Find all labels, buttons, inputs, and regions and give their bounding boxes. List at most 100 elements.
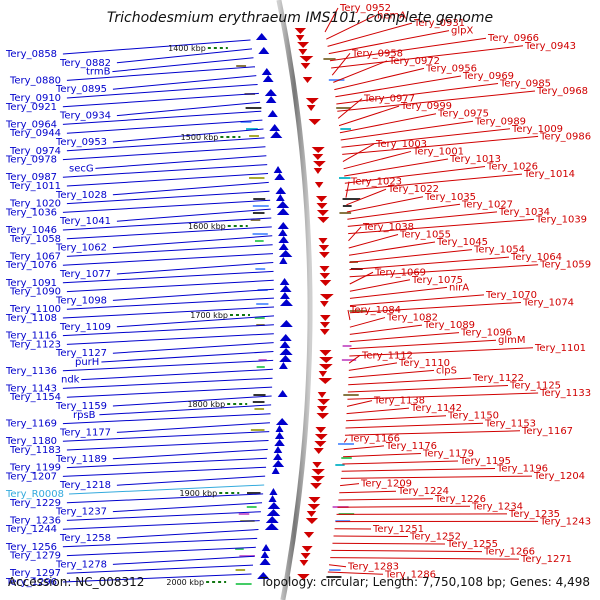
left-gene-label: Tery_1041 [59, 216, 111, 227]
left-gene-label: ndk [61, 375, 80, 386]
left-leader-line [68, 484, 265, 495]
right-leader-line [331, 52, 351, 76]
left-leader-line [116, 262, 274, 275]
left-gene-label: Tery_1218 [59, 480, 111, 491]
left-leader-line [66, 226, 272, 240]
right-leader-line [344, 158, 449, 177]
left-leader-line [62, 324, 274, 337]
right-leader-line [349, 317, 386, 328]
right-gene-label: Tery_0931 [413, 18, 465, 29]
reverse-gene-mark [274, 432, 285, 439]
right-gene-label: Tery_1125 [509, 381, 561, 392]
right-leader-line [329, 37, 487, 62]
category-mark [342, 205, 352, 207]
accession-text: Accession: NC_008312 [8, 575, 144, 589]
left-leader-line [101, 351, 274, 363]
right-leader-line [349, 339, 497, 350]
forward-gene-mark [294, 28, 307, 34]
category-mark [252, 233, 268, 235]
left-leader-line [66, 386, 273, 398]
reverse-gene-mark [267, 110, 278, 117]
right-gene-label: Tery_1179 [422, 448, 474, 459]
right-gene-label: Tery_1082 [386, 313, 438, 324]
left-leader-line [112, 288, 274, 301]
reverse-gene-mark [276, 208, 290, 215]
category-mark [252, 212, 265, 214]
left-gene-label: Tery_1143 [5, 383, 57, 394]
right-gene-label: Tery_1027 [461, 199, 513, 210]
left-leader-line [66, 84, 258, 99]
category-mark [235, 569, 246, 571]
right-gene-label: Tery_1003 [375, 139, 427, 150]
scale-label: 1700 kbp [190, 311, 228, 320]
right-gene-label: Tery_1209 [360, 479, 412, 490]
right-gene-label: Tery_1023 [350, 177, 402, 188]
right-gene-label: Tery_1034 [498, 207, 550, 218]
left-gene-label: Tery_1297 [9, 568, 61, 579]
category-mark [341, 457, 352, 459]
category-mark [256, 303, 269, 305]
right-gene-label: Tery_1035 [424, 192, 476, 203]
category-mark [246, 506, 257, 508]
category-mark [256, 366, 265, 368]
left-leader-line [66, 173, 269, 187]
left-leader-line [116, 101, 261, 117]
right-gene-label: Tery_1286 [384, 569, 436, 580]
left-leader-line [112, 555, 255, 565]
left-leader-line [66, 457, 267, 469]
left-leader-line [66, 137, 265, 152]
right-leader-line [346, 196, 424, 213]
right-leader-line [327, 571, 384, 575]
right-gene-label: Tery_1153 [484, 418, 536, 429]
forward-gene-mark [314, 441, 327, 447]
right-leader-line [348, 369, 435, 379]
right-leader-line [330, 557, 520, 560]
forward-gene-mark [317, 392, 327, 398]
right-gene-label: Tery_1252 [409, 532, 461, 543]
category-mark [339, 212, 352, 214]
forward-gene-mark [297, 574, 310, 580]
forward-gene-mark [319, 301, 329, 307]
category-mark [246, 492, 261, 494]
left-gene-label: Tery_1207 [5, 471, 57, 482]
left-leader-line [62, 110, 262, 125]
right-leader-line [343, 445, 385, 451]
left-leader-line [116, 315, 275, 328]
reverse-gene-mark [270, 131, 283, 138]
right-gene-label: Tery_1070 [485, 290, 537, 301]
right-leader-line [328, 30, 450, 55]
left-gene-label: Tery_1180 [5, 436, 57, 447]
left-leader-line [112, 128, 264, 143]
left-gene-label: rpsB [73, 410, 96, 421]
forward-gene-mark [305, 518, 319, 524]
forward-gene-mark [319, 315, 331, 321]
forward-gene-mark [300, 63, 311, 69]
reverse-gene-mark [278, 236, 289, 243]
forward-gene-mark [316, 203, 328, 209]
right-leader-line [346, 415, 447, 422]
right-gene-label: Tery_1271 [520, 554, 572, 565]
right-leader-line [346, 407, 410, 415]
right-leader-line [349, 347, 534, 357]
category-mark [338, 177, 351, 179]
forward-gene-mark [297, 42, 310, 48]
left-gene-label: Tery_0974 [9, 146, 61, 157]
right-gene-label: Tery_0952 [339, 3, 391, 14]
right-gene-label: Tery_0958 [351, 48, 403, 59]
left-gene-label: Tery_0910 [9, 93, 61, 104]
forward-gene-mark [319, 322, 331, 328]
right-leader-line [345, 422, 484, 429]
forward-gene-mark [313, 161, 326, 167]
right-gene-label: Tery_1235 [508, 509, 560, 520]
reverse-gene-mark [255, 33, 268, 40]
forward-gene-mark [314, 182, 324, 188]
right-leader-line [349, 286, 448, 299]
forward-gene-mark [307, 504, 321, 510]
right-gene-label: Tery_0956 [425, 63, 477, 74]
right-leader-line [337, 90, 536, 112]
left-gene-label: Tery_1169 [5, 419, 57, 430]
left-leader-line [62, 573, 252, 583]
reverse-gene-mark [277, 222, 289, 229]
left-gene-label: Tery_0921 [5, 102, 57, 113]
category-mark [236, 65, 247, 67]
